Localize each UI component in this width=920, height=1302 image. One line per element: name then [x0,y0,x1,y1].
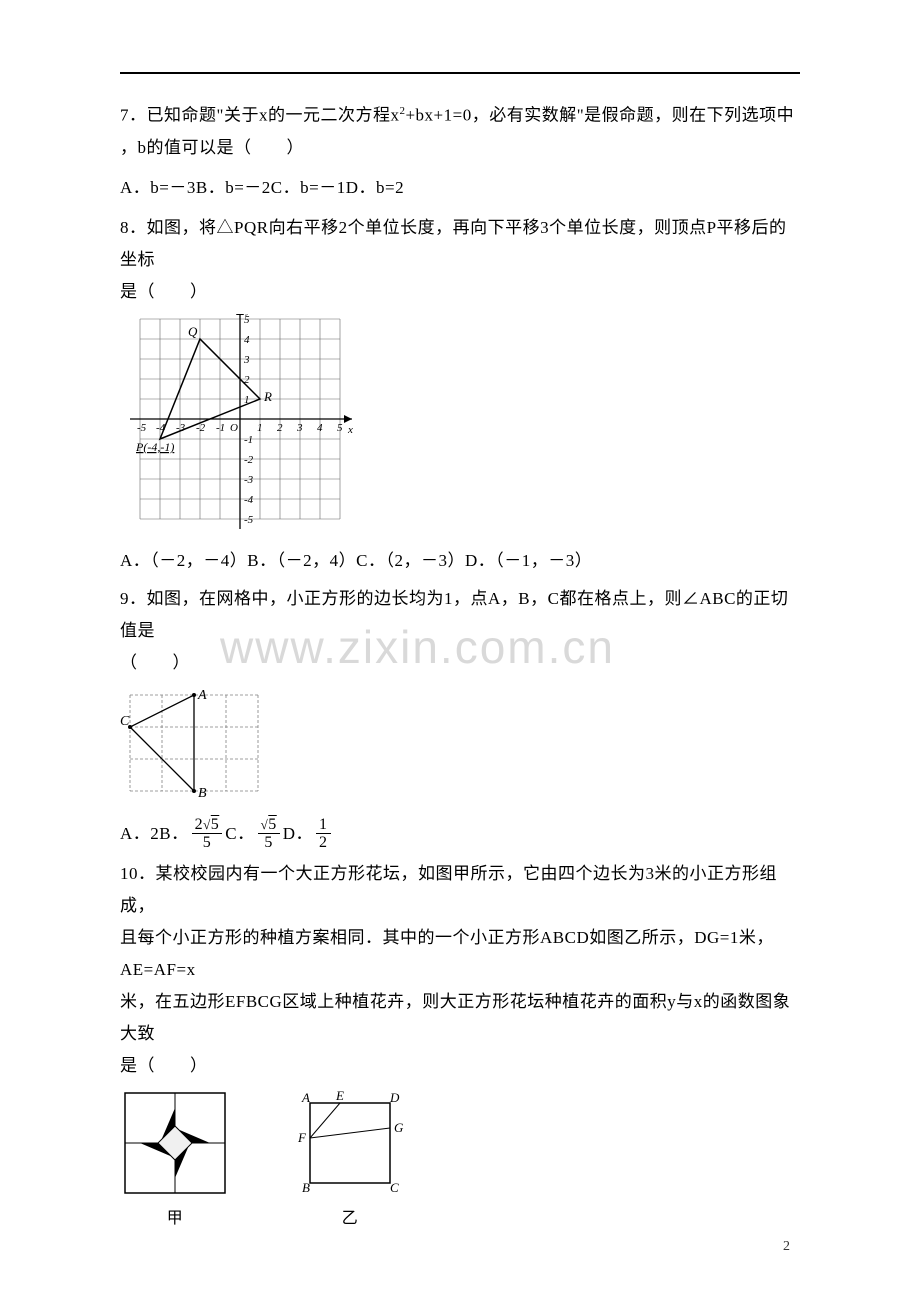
svg-text:B: B [302,1180,310,1195]
svg-text:F: F [297,1130,307,1145]
q9-optC-prefix: C． [225,818,254,850]
svg-text:3: 3 [296,422,303,434]
page-number: 2 [783,1239,790,1255]
q8-stem-line2: 是（ ） [120,276,800,308]
svg-text:1: 1 [257,422,263,434]
q7-stem-a: 7．已知命题"关于x的一元二次方程x [120,106,399,125]
svg-text:Q: Q [188,324,198,339]
svg-text:-3: -3 [244,474,254,486]
q9-stem-line1: 9．如图，在网格中，小正方形的边长均为1，点A，B，C都在格点上，则∠ABC的正… [120,583,800,647]
svg-text:R: R [263,389,272,404]
q7-stem-b: +bx+1=0，必有实数解"是假命题，则在下列选项中 [405,106,794,125]
svg-text:P(-4,-1): P(-4,-1) [135,440,174,454]
svg-text:A: A [197,688,207,703]
q9-frac3: 12 [316,816,331,852]
svg-text:B: B [198,786,207,801]
svg-text:y: y [245,314,251,316]
q10-l1: 10．某校校园内有一个大正方形花坛，如图甲所示，它由四个边长为3米的小正方形组成… [120,858,800,922]
q8-figure: -5-4-3-2-1 12345 54321 -1-2-3-4-5 O x y … [120,314,800,539]
q10-l3: 米，在五边形EFBCG区域上种植花卉，则大正方形花坛种植花卉的面积y与x的函数图… [120,986,800,1050]
q9-figure: A B C [120,685,800,810]
svg-text:D: D [389,1090,400,1105]
svg-text:-1: -1 [216,422,225,434]
q9-stem-line2: （ ） [120,647,800,679]
svg-text:-1: -1 [244,434,253,446]
q7-stem-line1: 7．已知命题"关于x的一元二次方程x2+bx+1=0，必有实数解"是假命题，则在… [120,95,800,132]
q9-options: A．2B． 2√55 C． √55 D． 12 [120,816,800,852]
svg-text:3: 3 [243,354,250,366]
svg-text:A: A [301,1090,310,1105]
svg-text:-4: -4 [244,494,254,506]
top-rule [120,72,800,74]
q9-optA-prefix: A．2B． [120,818,189,850]
q10-jia-label: 甲 [120,1203,230,1235]
q7-options: A．b=－3B．b=－2C．b=－1D．b=2 [120,172,800,204]
q10-fig-jia: 甲 [120,1088,230,1235]
svg-text:O: O [230,422,238,434]
q7-stem-line2: ，b的值可以是（ ） [120,132,800,164]
q10-yi-label: 乙 [290,1203,410,1235]
svg-text:4: 4 [244,334,250,346]
svg-text:C: C [120,714,130,729]
q10-figures: 甲 A E D F G B C [120,1088,800,1235]
svg-text:x: x [347,424,353,436]
svg-text:5: 5 [337,422,343,434]
svg-text:C: C [390,1180,399,1195]
svg-text:-2: -2 [244,454,254,466]
svg-text:2: 2 [277,422,283,434]
svg-text:G: G [394,1120,404,1135]
q8-options: A．（－2，－4）B．（－2，4）C．（2，－3）D．（－1，－3） [120,545,800,577]
q9-frac1: 2√55 [192,816,223,852]
svg-text:4: 4 [317,422,323,434]
q8-stem-line1: 8．如图，将△PQR向右平移2个单位长度，再向下平移3个单位长度，则顶点P平移后… [120,212,800,276]
q10-l2: 且每个小正方形的种植方案相同．其中的一个小正方形ABCD如图乙所示，DG=1米，… [120,922,800,986]
content: 7．已知命题"关于x的一元二次方程x 2 +bx+1=0，必有实数解"是假命题，则在… [120,95,800,1235]
q10-fig-yi: A E D F G B C 乙 [290,1088,410,1235]
q9-frac2: √55 [258,816,280,852]
q9-optD-prefix: D． [283,818,313,850]
q10-l4: 是（ ） [120,1050,800,1082]
svg-text:-5: -5 [137,422,147,434]
svg-text:E: E [335,1088,344,1103]
svg-text:-5: -5 [244,514,254,526]
